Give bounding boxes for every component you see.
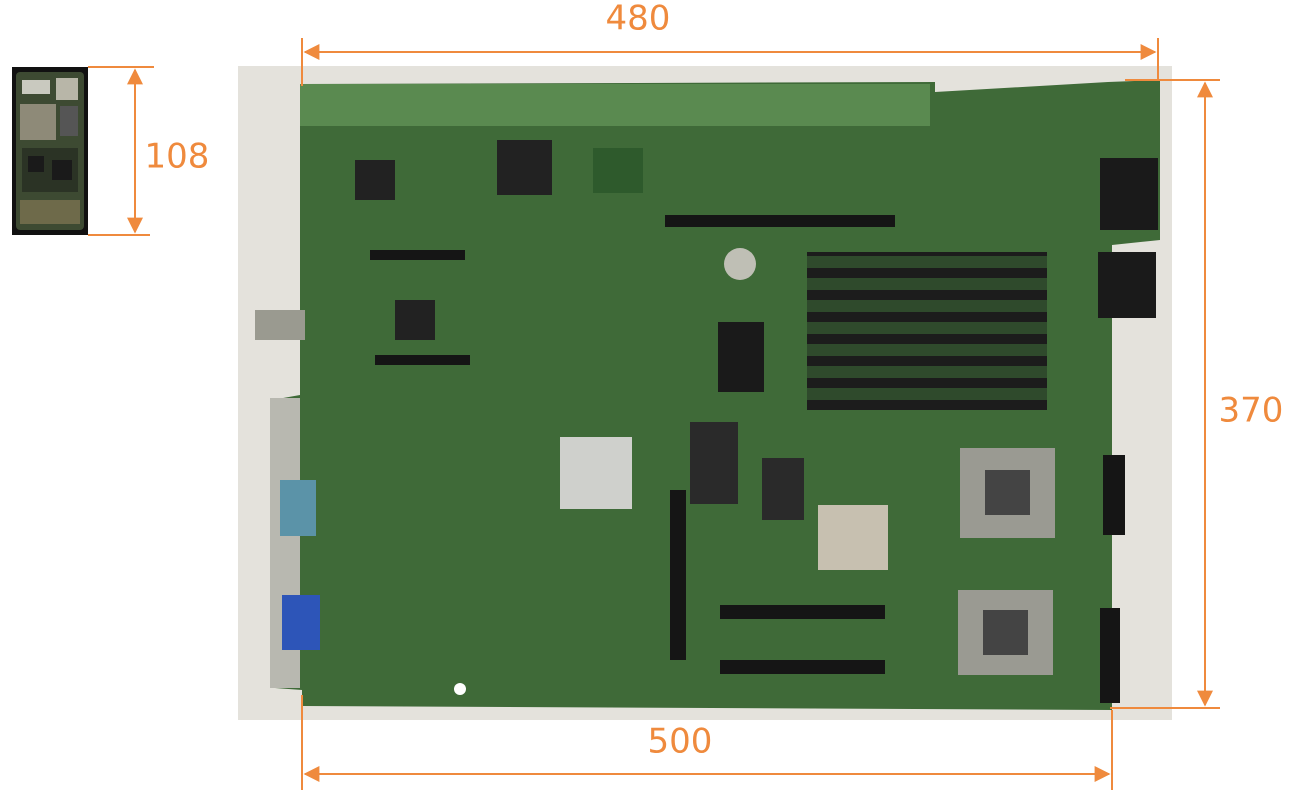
height-dimension: 370	[1110, 79, 1284, 709]
dimension-label: 500	[648, 722, 713, 762]
dimension-label: 370	[1219, 391, 1284, 431]
small-board	[12, 67, 88, 235]
large-board	[238, 66, 1172, 720]
bottom-width-dimension: 500	[301, 695, 1113, 790]
small-height-dimension: 108	[88, 66, 210, 236]
dimension-label: 108	[145, 137, 210, 177]
dimension-label: 480	[606, 0, 671, 39]
top-width-dimension: 480	[301, 0, 1159, 86]
